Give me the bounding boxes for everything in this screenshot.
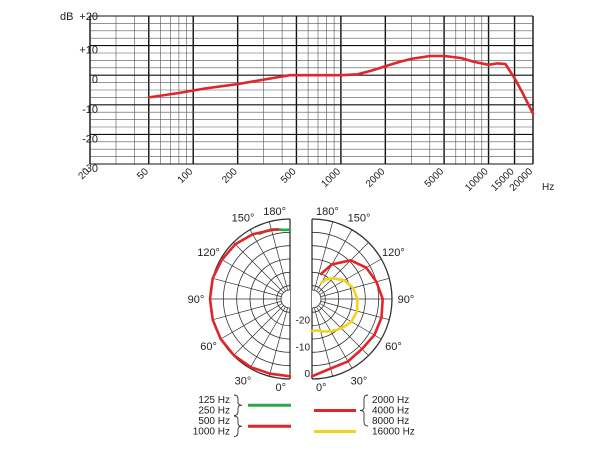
legend-brace	[359, 394, 369, 427]
fr-x-axis-label: Hz	[542, 182, 554, 193]
polar-angle-label: 150°	[232, 213, 255, 225]
fr-y-tick-label: -20	[82, 133, 98, 145]
polar-radius-label: 0	[304, 369, 310, 380]
polar-angle-label: 120°	[197, 247, 220, 259]
polar-grid-spoke	[233, 242, 291, 300]
polar-center-gap	[291, 211, 311, 387]
polar-angle-label: 30°	[351, 375, 368, 387]
legend-label: 16000 Hz	[372, 427, 415, 438]
fr-x-tick-label: 10000	[463, 166, 491, 194]
polar-series-line	[310, 276, 359, 333]
polar-grid-spoke	[311, 298, 353, 369]
fr-x-tick-label: 100	[176, 166, 196, 186]
fr-series-line	[147, 54, 535, 115]
polar-series	[208, 228, 385, 378]
fr-x-tick-label: 5000	[423, 166, 447, 190]
polar-radius-label: -10	[296, 342, 311, 353]
polar-grid-spoke	[249, 298, 291, 369]
polar-series-line	[310, 258, 385, 378]
fr-y-tick-label: -30	[82, 163, 98, 175]
fr-x-tick-label: 50	[135, 166, 151, 182]
legend-brace	[233, 394, 243, 416]
polar-angle-label: 90°	[188, 294, 205, 306]
legend-label: 8000 Hz	[372, 416, 409, 427]
polar-grid-spoke	[268, 298, 291, 377]
legend-label: 4000 Hz	[372, 406, 409, 417]
fr-x-tick-label: 1000	[319, 166, 343, 190]
polar-angle-label: 30°	[235, 375, 252, 387]
polar-grid-spoke	[311, 221, 334, 300]
polar-angle-label: 180°	[316, 206, 339, 218]
polar-grid-spoke	[220, 258, 291, 300]
polar-grid-spoke	[268, 221, 291, 300]
fr-x-tick-label: 2000	[364, 166, 388, 190]
fr-y-tick-label: +20	[79, 11, 98, 23]
fr-y-tick-label: 0	[92, 74, 98, 86]
polar-grid-spoke	[311, 298, 334, 377]
fr-y-tick-label: -10	[82, 104, 98, 116]
legend-brace	[233, 415, 243, 437]
legend-label: 125 Hz	[198, 395, 230, 406]
polar-angle-label: 90°	[398, 294, 415, 306]
polar-labels: 180° 150° 120° 90° 60° 30° 0° 180° 150° 120° 90° 60…	[188, 206, 415, 394]
fr-series	[147, 54, 535, 115]
fr-y-axis-label: dB	[60, 11, 73, 23]
legend-label: 2000 Hz	[372, 395, 409, 406]
polar-grid-spoke	[311, 298, 382, 340]
fr-x-tick-label: 200	[220, 166, 240, 186]
polar-grid-spoke	[212, 277, 291, 300]
polar-grid-spoke	[220, 298, 291, 340]
legend-label: 500 Hz	[198, 416, 230, 427]
polar-angle-label: 150°	[348, 213, 371, 225]
polar-grid-spoke	[311, 242, 369, 300]
frequency-response-chart: +20+100-10-20-30 20 50 100 200 500 1000 2000 50…	[60, 11, 554, 194]
legend-label: 250 Hz	[198, 406, 230, 417]
polar-grid-spoke	[249, 229, 291, 300]
polar-angle-label: 60°	[200, 341, 217, 353]
fr-x-tick-label: 500	[279, 166, 299, 186]
polar-angle-label: 60°	[385, 341, 402, 353]
polar-grid	[209, 211, 393, 387]
polar-grid-spoke	[311, 298, 390, 321]
fr-y-tick-label: +10	[79, 45, 98, 57]
legend-label: 1000 Hz	[193, 427, 230, 438]
polar-angle-label: 0°	[275, 382, 286, 394]
polar-grid-spoke	[233, 298, 291, 356]
fr-y-tick-labels: +20 +10 0 -10 -20 -30	[79, 11, 98, 175]
polar-hub-right	[311, 289, 322, 309]
polar-angle-label: 120°	[382, 247, 405, 259]
polar-angle-label: 0°	[316, 382, 327, 394]
polar-grid-spoke	[311, 258, 382, 300]
polar-angle-label: 180°	[263, 206, 286, 218]
fr-grid	[89, 15, 534, 165]
polar-hub-left	[280, 289, 291, 309]
polar-grid-spoke	[212, 298, 291, 321]
polar-series-line	[208, 228, 292, 378]
polar-radius-label: -20	[296, 316, 311, 327]
polar-pattern-chart: 180° 150° 120° 90° 60° 30° 0° 180° 150° 120° 90° 60…	[188, 206, 415, 394]
